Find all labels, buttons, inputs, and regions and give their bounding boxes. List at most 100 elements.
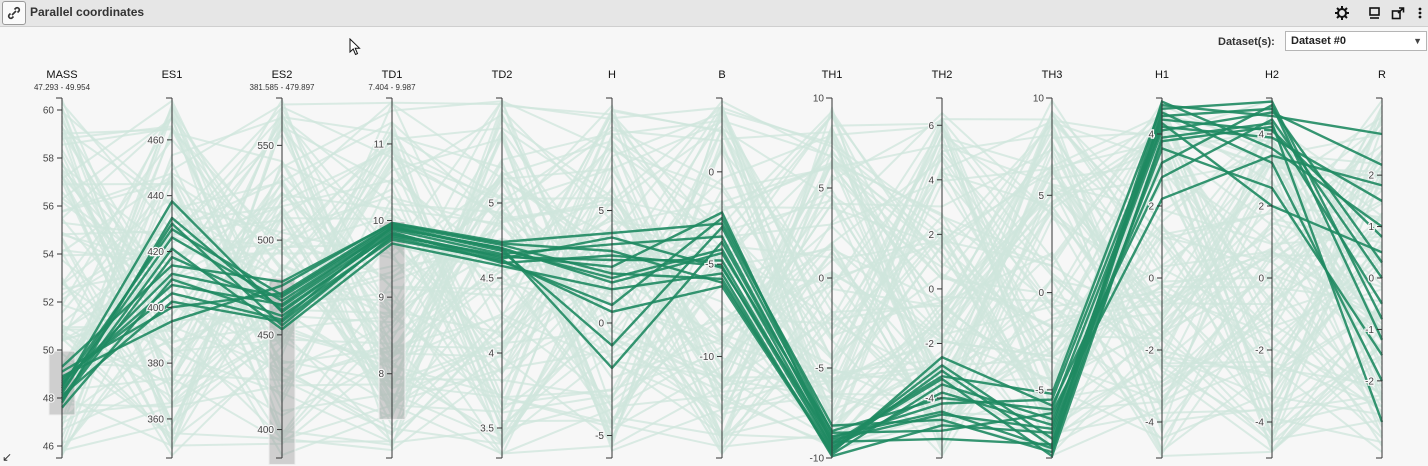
tick-label: -5 bbox=[705, 260, 714, 271]
tick-label: 550 bbox=[257, 141, 274, 152]
tick-label: 8 bbox=[378, 369, 384, 380]
dataset-label: Dataset(s): bbox=[1218, 36, 1275, 48]
tick-label: 400 bbox=[147, 303, 164, 314]
axis-es2: ES2 381.585 - 479.897 400 450 500 550 bbox=[250, 69, 315, 459]
tick-label: 50 bbox=[43, 346, 55, 357]
chain-link-icon[interactable] bbox=[2, 1, 26, 25]
brush-range-label: 47.293 - 49.954 bbox=[34, 83, 91, 92]
tick-label: 4 bbox=[488, 349, 494, 360]
tick-label: 380 bbox=[147, 359, 164, 370]
maximize-window-icon[interactable] bbox=[1388, 3, 1408, 23]
tick-label: -4 bbox=[925, 394, 934, 405]
tick-label: -2 bbox=[1145, 346, 1154, 357]
axis-title: MASS bbox=[46, 69, 77, 81]
axis-td2: TD2 3.5 4 4.5 5 bbox=[479, 69, 513, 459]
window-title: Parallel coordinates bbox=[30, 5, 145, 19]
tick-label: 52 bbox=[43, 298, 55, 309]
mouse-cursor-icon bbox=[349, 37, 361, 61]
resize-corner-icon[interactable]: ↙ bbox=[2, 450, 13, 464]
dataset-selected-value: Dataset #0 bbox=[1291, 35, 1347, 47]
tick-label: 0 bbox=[1038, 288, 1044, 299]
axis-td1: TD1 7.404 - 9.987 8 9 10 11 bbox=[368, 69, 416, 459]
tick-label: 54 bbox=[43, 250, 55, 261]
chevron-down-icon: ▼ bbox=[1413, 36, 1422, 46]
tick-label: 10 bbox=[1033, 94, 1045, 105]
tick-label: -4 bbox=[1145, 418, 1154, 429]
tick-label: 56 bbox=[43, 202, 55, 213]
tick-label: -2 bbox=[1365, 376, 1374, 387]
gear-icon[interactable] bbox=[1332, 3, 1352, 23]
tick-label: 2 bbox=[1368, 171, 1374, 182]
axis-r: R -2 -1 0 1 2 bbox=[1364, 69, 1386, 459]
tick-label: 4 bbox=[1258, 130, 1264, 141]
axis-h: H -5 0 5 bbox=[594, 69, 616, 459]
tick-label: -10 bbox=[810, 454, 825, 465]
tick-label: 3.5 bbox=[480, 424, 494, 435]
tick-label: 48 bbox=[43, 394, 55, 405]
tick-label: 4.5 bbox=[480, 274, 494, 285]
axis-title: TH2 bbox=[932, 69, 953, 81]
dataset-select[interactable]: Dataset #0 ▼ bbox=[1285, 31, 1427, 51]
tick-label: -1 bbox=[1365, 325, 1374, 336]
axis-b: B -10 -5 0 bbox=[698, 69, 726, 459]
axis-title: TH3 bbox=[1042, 69, 1063, 81]
axis-th1: TH1 -10 -5 0 5 10 bbox=[808, 69, 843, 466]
tick-label: 0 bbox=[1258, 274, 1264, 285]
axis-title: B bbox=[718, 69, 725, 81]
tick-label: 2 bbox=[928, 230, 934, 241]
axis-title: R bbox=[1378, 69, 1386, 81]
tick-label: 1 bbox=[1368, 222, 1374, 233]
axis-title: TD1 bbox=[382, 69, 403, 81]
tick-label: 11 bbox=[374, 139, 385, 150]
tick-label: 5 bbox=[598, 206, 604, 217]
tick-label: 460 bbox=[147, 135, 164, 146]
axis-th3: TH3 -5 0 5 10 bbox=[1032, 69, 1063, 459]
axis-title: H bbox=[608, 69, 616, 81]
tick-label: 0 bbox=[1368, 274, 1374, 285]
axis-title: ES2 bbox=[272, 69, 293, 81]
brush-range-label: 381.585 - 479.897 bbox=[250, 83, 315, 92]
restore-window-icon[interactable] bbox=[1365, 3, 1385, 23]
tick-label: 5 bbox=[488, 199, 494, 210]
tick-label: 450 bbox=[257, 330, 274, 341]
axis-title: ES1 bbox=[162, 69, 183, 81]
tick-label: 2 bbox=[1148, 202, 1154, 213]
axis-th2: TH2 -4 -2 0 2 4 6 bbox=[924, 69, 953, 459]
tick-label: 360 bbox=[147, 414, 164, 425]
tick-label: 0 bbox=[708, 167, 714, 178]
tick-label: 10 bbox=[373, 216, 385, 227]
brush-range-label: 7.404 - 9.987 bbox=[368, 83, 416, 92]
tick-label: 500 bbox=[257, 236, 274, 247]
axis-title: TD2 bbox=[492, 69, 513, 81]
tick-label: 4 bbox=[928, 175, 934, 186]
axis-es1: ES1 360 380 400 420 440 460 bbox=[146, 69, 183, 459]
tick-label: -4 bbox=[1255, 418, 1264, 429]
title-bar: Parallel coordinates bbox=[0, 0, 1428, 27]
tick-label: -2 bbox=[1255, 346, 1264, 357]
tick-label: 10 bbox=[813, 94, 825, 105]
axis-title: TH1 bbox=[822, 69, 843, 81]
axis-h2: H2 -4 -2 0 2 4 bbox=[1254, 69, 1279, 459]
tick-label: 0 bbox=[1148, 274, 1154, 285]
more-icon[interactable] bbox=[1414, 3, 1426, 23]
tick-label: 2 bbox=[1258, 202, 1264, 213]
tick-label: 58 bbox=[43, 154, 55, 165]
tick-label: 4 bbox=[1148, 130, 1154, 141]
tick-label: 0 bbox=[928, 284, 934, 295]
tick-label: -5 bbox=[1035, 385, 1044, 396]
tick-label: -10 bbox=[700, 352, 715, 363]
axis-mass: MASS 47.293 - 49.954 46 48 50 52 54 56 58 60 bbox=[34, 69, 91, 459]
tick-label: -2 bbox=[925, 339, 934, 350]
tick-label: 0 bbox=[818, 274, 824, 285]
tick-label: 0 bbox=[598, 319, 604, 330]
axis-title: H1 bbox=[1155, 69, 1169, 81]
axis-h1: H1 -4 -2 0 2 4 bbox=[1144, 69, 1169, 459]
tick-label: -5 bbox=[595, 431, 604, 442]
tick-label: -5 bbox=[815, 364, 824, 375]
tick-label: 440 bbox=[147, 191, 164, 202]
tick-label: 420 bbox=[147, 247, 164, 258]
axis-title: H2 bbox=[1265, 69, 1279, 81]
tick-label: 5 bbox=[818, 184, 824, 195]
tick-label: 60 bbox=[43, 106, 55, 117]
